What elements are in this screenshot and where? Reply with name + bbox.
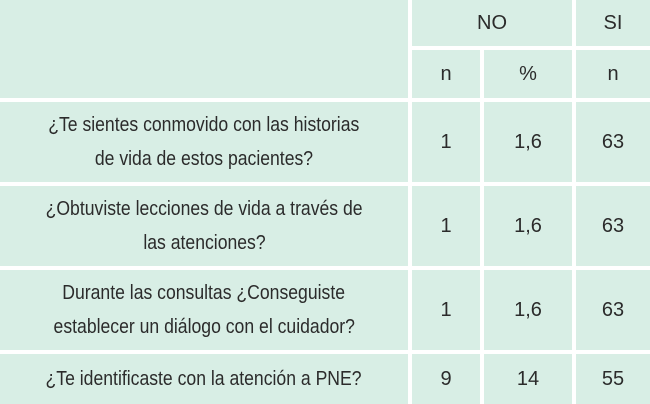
value-cell: 14 xyxy=(484,354,572,404)
value-cell: 1,6 xyxy=(484,270,572,350)
question-cell: ¿Te identificaste con la atención a PNE? xyxy=(0,354,408,404)
question-cell: Durante las consultas ¿Conseguiste establ… xyxy=(0,270,408,350)
value-cell: 9 xyxy=(412,354,480,404)
question-line: ¿Obtuviste lecciones de vida a través de xyxy=(45,198,363,220)
question-cell: ¿Te sientes conmovido con las historias d… xyxy=(0,102,408,182)
question-line: ¿Te identificaste con la atención a PNE? xyxy=(45,368,363,390)
question-line: Durante las consultas ¿Conseguiste xyxy=(62,282,346,304)
value-cell: 63 xyxy=(576,186,650,266)
question-line: ¿Te sientes conmovido con las historias xyxy=(48,114,360,136)
header-pct: % xyxy=(484,50,572,98)
question-line: de vida de estos pacientes? xyxy=(94,148,314,170)
value-cell: 1,6 xyxy=(484,102,572,182)
header-no: NO xyxy=(412,0,572,46)
header-n: n xyxy=(576,50,650,98)
value-cell: 55 xyxy=(576,354,650,404)
question-line: las atenciones? xyxy=(142,232,266,254)
question-line: establecer un diálogo con el cuidador? xyxy=(53,316,355,338)
value-cell: 1 xyxy=(412,186,480,266)
question-cell: ¿Obtuviste lecciones de vida a través de… xyxy=(0,186,408,266)
header-blank xyxy=(0,0,408,98)
header-si: SI xyxy=(576,0,650,46)
value-cell: 1 xyxy=(412,270,480,350)
value-cell: 1 xyxy=(412,102,480,182)
value-cell: 63 xyxy=(576,102,650,182)
header-n: n xyxy=(412,50,480,98)
value-cell: 1,6 xyxy=(484,186,572,266)
value-cell: 63 xyxy=(576,270,650,350)
